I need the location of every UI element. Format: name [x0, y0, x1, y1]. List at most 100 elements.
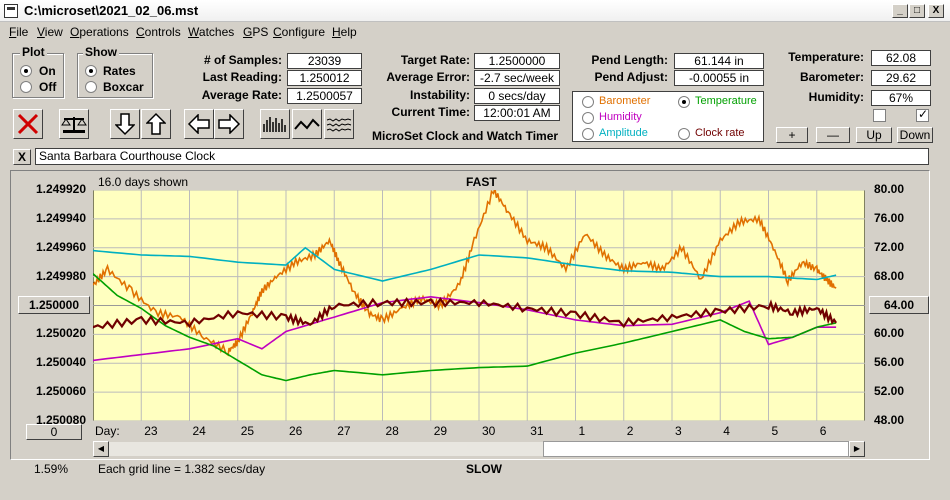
menu-help[interactable]: Help	[332, 25, 357, 39]
samples-value: 23039	[287, 53, 362, 69]
legend-humidity-label[interactable]: Humidity	[599, 111, 642, 123]
legend-barometer-label[interactable]: Barometer	[599, 95, 651, 107]
clock-name-input[interactable]: Santa Barbara Courthouse Clock	[35, 148, 929, 165]
humidity-value: 67%	[871, 90, 931, 106]
right-tick-label: 56.00	[874, 355, 905, 370]
series-clockrate	[93, 297, 838, 330]
barometer-label: Barometer:	[799, 70, 864, 84]
menu-gps[interactable]: GPS	[243, 25, 269, 39]
env-checkbox-2[interactable]: ✓	[916, 107, 929, 122]
menu-controls[interactable]: Controls	[136, 25, 181, 39]
series-legend	[572, 91, 764, 142]
minimize-button[interactable]: _	[892, 4, 908, 18]
series-amplitude	[93, 246, 837, 282]
title-bar: C:\microset\2021_02_06.mst _ □ X	[0, 0, 950, 22]
plot-off-label[interactable]: Off	[39, 80, 57, 94]
down-arrow-button[interactable]	[110, 109, 140, 139]
scroll-right-button[interactable]: ▶	[849, 441, 865, 457]
menu-operations[interactable]: Operations	[70, 25, 129, 39]
humidity-label: Humidity:	[808, 90, 864, 104]
noise-graph-button[interactable]	[324, 109, 354, 139]
instability-value: 0 secs/day	[474, 88, 560, 104]
target-rate-value[interactable]: 1.2500000	[474, 53, 560, 69]
last-reading-value: 1.250012	[287, 70, 362, 86]
plot-on-radio[interactable]	[20, 65, 32, 77]
day-tick-label: 5	[771, 424, 779, 438]
env-down-button[interactable]: Down	[897, 127, 933, 143]
noise-graph-icon	[326, 118, 352, 132]
menu-configure[interactable]: Configure	[273, 25, 326, 39]
right-arrow-button[interactable]	[214, 109, 244, 139]
line-graph-button[interactable]	[292, 109, 322, 139]
show-rates-radio[interactable]	[85, 65, 97, 77]
histogram-icon	[263, 117, 286, 132]
temperature-label: Temperature:	[788, 50, 864, 64]
env-up-button[interactable]: Up	[856, 127, 892, 143]
day-tick-label: 23	[144, 424, 158, 438]
legend-barometer-radio[interactable]	[582, 96, 594, 108]
legend-humidity-radio[interactable]	[582, 112, 594, 124]
env-checkbox-1[interactable]	[873, 109, 886, 122]
slow-label: SLOW	[466, 462, 502, 476]
offset-button[interactable]: 0	[26, 424, 82, 440]
right-tick-label: 80.00	[874, 182, 905, 196]
triangle-left-icon: ◀	[97, 444, 105, 453]
left-arrow-button[interactable]	[184, 109, 214, 139]
stop-button[interactable]	[13, 109, 43, 139]
average-error-label: Average Error:	[386, 70, 470, 84]
scroll-thumb[interactable]	[543, 441, 849, 457]
left-tick-label: 1.249960	[35, 239, 86, 254]
average-rate-label: Average Rate:	[201, 88, 282, 102]
temp-center-button[interactable]: 64.00	[869, 296, 929, 314]
pend-length-value[interactable]: 61.144 in	[674, 53, 764, 69]
menu-bar: File View Operations Controls Watches GPS Conf…	[0, 23, 950, 41]
plot-off-radio[interactable]	[20, 81, 32, 93]
legend-temperature-label[interactable]: Temperature	[695, 95, 757, 107]
target-rate-label: Target Rate:	[400, 53, 470, 67]
day-tick-label: 1	[578, 424, 586, 438]
arrow-left-icon	[187, 114, 210, 134]
window-title: C:\microset\2021_02_06.mst	[24, 3, 199, 18]
product-name: MicroSet Clock and Watch Timer	[372, 129, 559, 143]
menu-watches[interactable]: Watches	[188, 25, 235, 39]
legend-clockrate-label[interactable]: Clock rate	[695, 127, 745, 139]
plot-on-label[interactable]: On	[39, 64, 56, 78]
show-rates-label[interactable]: Rates	[103, 64, 136, 78]
left-tick-label: 1.250060	[35, 384, 86, 399]
day-axis-label: Day:	[95, 424, 120, 438]
menu-file[interactable]: File	[9, 25, 29, 39]
app-icon[interactable]	[4, 4, 18, 18]
left-tick-label: 1.250040	[35, 355, 86, 370]
legend-clockrate-radio[interactable]	[678, 128, 690, 140]
close-button[interactable]: X	[928, 4, 944, 18]
histogram-button[interactable]	[260, 109, 290, 139]
day-tick-label: 26	[289, 424, 303, 438]
plot-group-title: Plot	[20, 45, 47, 59]
show-boxcar-radio[interactable]	[85, 81, 97, 93]
scroll-left-button[interactable]: ◀	[93, 441, 109, 457]
legend-amplitude-radio[interactable]	[582, 128, 594, 140]
left-tick-label: 1.249940	[35, 210, 86, 225]
legend-amplitude-label[interactable]: Amplitude	[599, 127, 648, 139]
show-boxcar-label[interactable]: Boxcar	[103, 80, 144, 94]
up-arrow-button[interactable]	[141, 109, 171, 139]
day-tick-label: 27	[337, 424, 351, 438]
samples-label: # of Samples:	[203, 53, 282, 67]
maximize-button[interactable]: □	[909, 4, 925, 18]
balance-button[interactable]	[59, 109, 89, 139]
arrow-right-icon	[218, 114, 241, 134]
legend-temperature-radio[interactable]	[678, 96, 690, 108]
instability-label: Instability:	[409, 88, 470, 102]
left-tick-label: 1.250020	[35, 326, 86, 341]
env-minus-button[interactable]: —	[816, 127, 850, 143]
rate-chart[interactable]	[93, 190, 865, 421]
left-tick-label: 1.249920	[35, 182, 86, 196]
env-plus-button[interactable]: +	[776, 127, 808, 143]
show-group-title: Show	[83, 45, 119, 59]
menu-view[interactable]: View	[37, 25, 63, 39]
rate-center-button[interactable]: 1.250000	[18, 296, 90, 314]
average-rate-value: 1.2500057	[287, 88, 362, 104]
clear-name-button[interactable]: X	[13, 149, 31, 165]
day-tick-label: 30	[482, 424, 496, 438]
days-shown-label: 16.0 days shown	[98, 175, 189, 189]
